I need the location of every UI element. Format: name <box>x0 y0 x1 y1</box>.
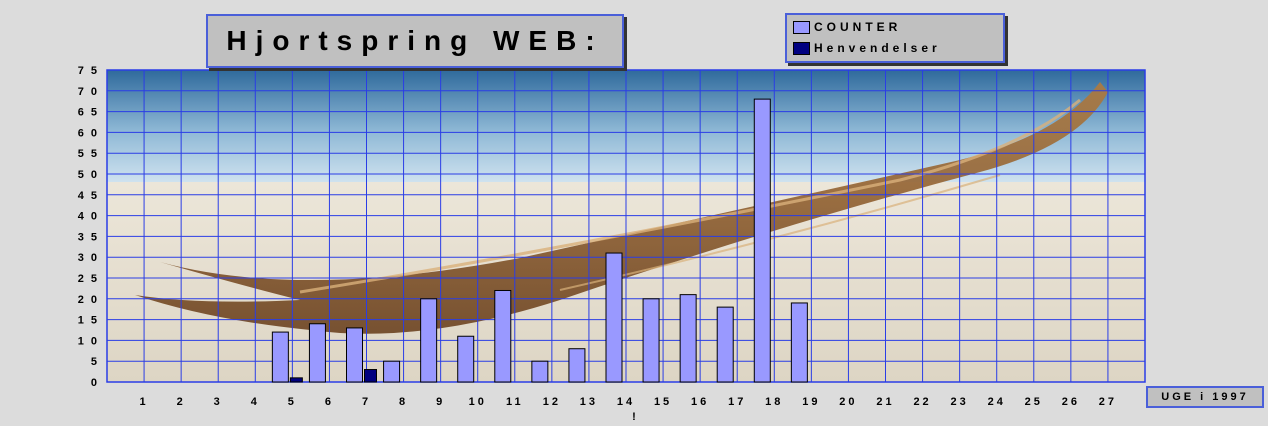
x-tick-label: 14 <box>617 396 635 408</box>
bar-counter-10 <box>458 336 474 382</box>
legend-item-henvendelser: Henvendelser <box>793 41 941 55</box>
x-tick-label: 26 <box>1062 396 1080 408</box>
x-tick-label: 24 <box>988 396 1006 408</box>
x-tick-label: 19 <box>802 396 820 408</box>
legend-swatch-henvendelser <box>793 42 810 55</box>
y-tick-label: 3 0 <box>78 252 99 264</box>
y-tick-label: 2 5 <box>78 273 99 285</box>
x-tick-label: 5 <box>288 396 297 408</box>
y-tick-label: 3 5 <box>78 231 99 243</box>
legend-label-counter: COUNTER <box>814 20 901 34</box>
legend-swatch-counter <box>793 21 810 34</box>
x-tick-label: 4 <box>251 396 260 408</box>
x-axis-title: UGE i 1997 <box>1146 386 1264 408</box>
x-tick-label: 9 <box>436 396 445 408</box>
bar-counter-17 <box>717 307 733 382</box>
bar-counter-12 <box>532 361 548 382</box>
x-tick-label: 18 <box>765 396 783 408</box>
y-tick-label: 6 5 <box>78 107 99 119</box>
y-tick-label: 1 5 <box>78 315 99 327</box>
bar-counter-16 <box>680 295 696 382</box>
bar-counter-5 <box>272 332 288 382</box>
y-tick-label: 1 0 <box>78 335 99 347</box>
x-tick-label: 20 <box>839 396 857 408</box>
legend: COUNTER Henvendelser <box>785 13 1005 63</box>
y-tick-label: 7 0 <box>78 86 99 98</box>
x-tick-label: 6 <box>325 396 334 408</box>
bar-counter-18 <box>754 99 770 382</box>
x-tick-label: 7 <box>362 396 371 408</box>
y-tick-label: 4 0 <box>78 211 99 223</box>
x-tick-label: 10 <box>469 396 487 408</box>
x-tick-label: 2 <box>177 396 186 408</box>
x-tick-label: 15 <box>654 396 672 408</box>
y-tick-label: 7 5 <box>78 65 99 77</box>
bar-counter-13 <box>569 349 585 382</box>
y-tick-label: 6 0 <box>78 127 99 139</box>
bar-counter-8 <box>384 361 400 382</box>
y-tick-label: 5 5 <box>78 148 99 160</box>
bar-counter-7 <box>347 328 363 382</box>
x-tick-label: 27 <box>1099 396 1117 408</box>
x-tick-label: 22 <box>913 396 931 408</box>
x-tick-label: 13 <box>580 396 598 408</box>
x-tick-label: 12 <box>543 396 561 408</box>
legend-item-counter: COUNTER <box>793 20 901 34</box>
x-tick-label: 21 <box>876 396 894 408</box>
x-tick-label: 11 <box>506 396 524 408</box>
legend-label-henvendelser: Henvendelser <box>814 41 941 55</box>
y-tick-label: 2 0 <box>78 294 99 306</box>
x-tick-label: 1 <box>140 396 149 408</box>
x-tick-label: 16 <box>691 396 709 408</box>
bar-henvendelser-5 <box>290 378 302 382</box>
x-tick-label: 25 <box>1025 396 1043 408</box>
y-tick-label: 4 5 <box>78 190 99 202</box>
x-tick-label: 8 <box>399 396 408 408</box>
bar-counter-19 <box>791 303 807 382</box>
bar-counter-6 <box>309 324 325 382</box>
bar-henvendelser-7 <box>365 370 377 382</box>
y-tick-label: 5 <box>91 356 99 368</box>
x-tick-label: 3 <box>214 396 223 408</box>
y-tick-label: 0 <box>91 377 99 389</box>
x-tick-label: 17 <box>728 396 746 408</box>
chart-title: Hjortspring WEB: <box>206 14 624 68</box>
bar-counter-11 <box>495 290 511 382</box>
y-tick-label: 5 0 <box>78 169 99 181</box>
bar-counter-14 <box>606 253 622 382</box>
x-tick-label: 23 <box>951 396 969 408</box>
bar-counter-15 <box>643 299 659 382</box>
chart-annotation: ! <box>632 411 636 423</box>
bar-counter-9 <box>421 299 437 382</box>
